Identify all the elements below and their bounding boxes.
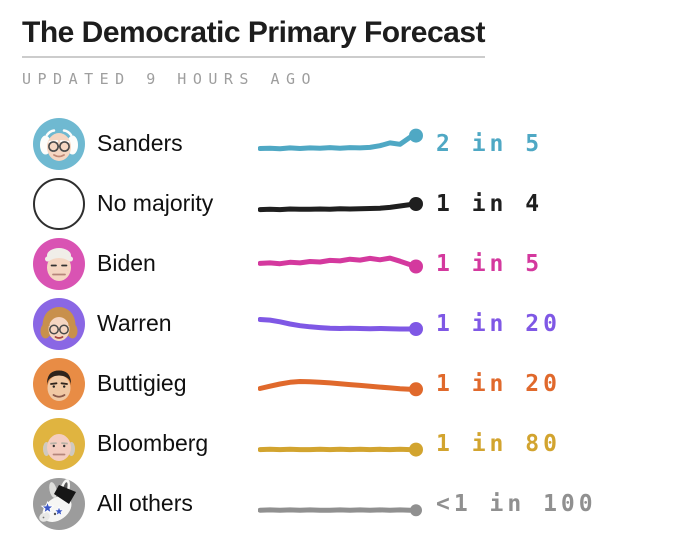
trend-sparkline	[257, 362, 430, 406]
trend-sparkline	[257, 122, 430, 166]
buttigieg-avatar-icon	[33, 357, 85, 410]
bloomberg-avatar-icon	[33, 417, 85, 470]
trend-line-icon	[257, 255, 423, 273]
odds-label: 1 in 20	[436, 370, 561, 397]
updated-status: UPDATED 9 HOURS AGO	[22, 69, 318, 88]
odds-label: <1 in 100	[436, 490, 597, 517]
candidate-row: Buttigieg 1 in 20	[22, 354, 696, 414]
candidate-row: All others <1 in 100	[22, 474, 696, 534]
odds-label: 1 in 80	[436, 430, 561, 457]
candidate-name: All others	[97, 490, 193, 516]
donkey-avatar-icon	[33, 477, 85, 530]
trend-line-icon	[257, 442, 423, 457]
candidate-avatar	[33, 177, 85, 230]
trend-line-icon	[257, 196, 423, 212]
candidate-name: Warren	[97, 310, 172, 336]
sanders-avatar-icon	[33, 117, 85, 170]
odds-label: 1 in 5	[436, 250, 544, 277]
trend-line-icon	[257, 378, 423, 396]
trend-line-icon	[257, 316, 423, 336]
trend-line-icon	[257, 128, 423, 151]
candidate-row: Biden 1 in 5	[22, 234, 696, 294]
candidate-avatar	[33, 237, 85, 290]
odds-label: 2 in 5	[436, 130, 544, 157]
candidate-row: Sanders 2 in 5	[22, 114, 696, 174]
trend-sparkline	[257, 422, 430, 466]
candidate-name: Biden	[97, 250, 156, 276]
candidate-row: Bloomberg 1 in 80	[22, 414, 696, 474]
candidate-avatar	[33, 357, 85, 410]
odds-label: 1 in 4	[436, 190, 544, 217]
candidate-name: No majority	[97, 190, 214, 216]
trend-sparkline	[257, 182, 430, 226]
candidate-avatar	[33, 117, 85, 170]
forecast-list: Sanders 2 in 5 No majority 1 in 4 Biden …	[22, 114, 696, 534]
candidate-name: Bloomberg	[97, 430, 209, 456]
candidate-avatar	[33, 477, 85, 530]
candidate-avatar	[33, 297, 85, 350]
candidate-name: Buttigieg	[97, 370, 187, 396]
odds-label: 1 in 20	[436, 310, 561, 337]
trend-sparkline	[257, 302, 430, 346]
trend-sparkline	[257, 482, 430, 526]
candidate-row: No majority 1 in 4	[22, 174, 696, 234]
trend-sparkline	[257, 242, 430, 286]
page-title: The Democratic Primary Forecast	[22, 16, 486, 58]
candidate-row: Warren 1 in 20	[22, 294, 696, 354]
trend-line-icon	[257, 503, 422, 516]
warren-avatar-icon	[33, 297, 85, 350]
candidate-avatar	[33, 417, 85, 470]
candidate-name: Sanders	[97, 130, 183, 156]
none-avatar-icon	[33, 177, 85, 230]
biden-avatar-icon	[33, 237, 85, 290]
